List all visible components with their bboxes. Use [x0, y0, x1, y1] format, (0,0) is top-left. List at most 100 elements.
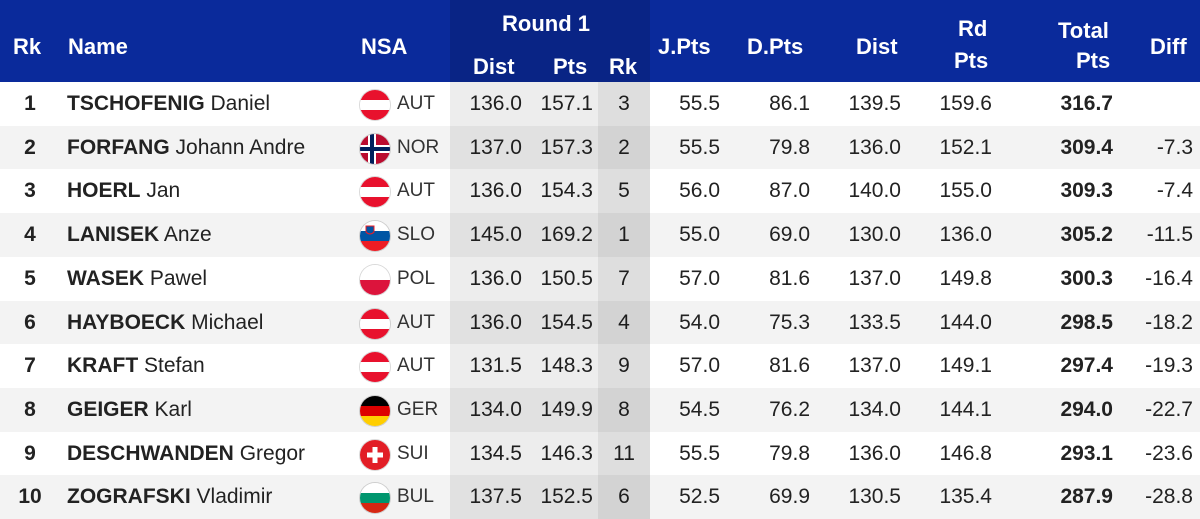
- diff-cell: -7.3: [1156, 135, 1193, 159]
- table-row[interactable]: 5 WASEK Pawel POL 136.0 150.5 7 57.0 81.6 137.0 1…: [0, 256, 1200, 301]
- header-dpts[interactable]: D.Pts: [747, 34, 804, 59]
- round1-pts-cell: 150.5: [540, 266, 593, 290]
- round1-dist-cell: 134.0: [469, 397, 522, 421]
- header-jpts[interactable]: J.Pts: [658, 34, 711, 59]
- athlete-name[interactable]: KRAFT Stefan: [67, 344, 205, 388]
- nsa-code: AUT: [397, 93, 435, 114]
- jpts-cell: 55.5: [679, 441, 720, 465]
- rank-cell: 1: [24, 92, 36, 115]
- diff-cell: -19.3: [1145, 354, 1193, 378]
- athlete-surname: TSCHOFENIG: [67, 92, 205, 115]
- jpts-cell: 56.0: [679, 179, 720, 203]
- round1-dist-cell: 137.5: [469, 485, 522, 509]
- germany-flag-icon: [360, 395, 390, 426]
- table-row[interactable]: 7 KRAFT Stefan AUT 131.5 148.3 9 57.0 81.6 137.0…: [0, 344, 1200, 388]
- round1-rank-cell: 9: [618, 354, 630, 378]
- header-dist[interactable]: Dist: [856, 34, 898, 59]
- nsa-code: BUL: [397, 486, 434, 508]
- header-nsa[interactable]: NSA: [361, 34, 408, 59]
- athlete-name[interactable]: ZOGRAFSKI Vladimir: [67, 475, 272, 519]
- header-diff[interactable]: Diff: [1150, 34, 1187, 59]
- header-rank[interactable]: Rk: [13, 34, 42, 59]
- round1-pts-cell: 154.3: [540, 179, 593, 203]
- header-total-line2[interactable]: Pts: [1076, 48, 1111, 73]
- nsa-code: SLO: [397, 224, 436, 246]
- rdpts-cell: 144.1: [939, 397, 992, 421]
- athlete-name[interactable]: LANISEK Anze: [67, 213, 212, 257]
- table-row[interactable]: 1 TSCHOFENIG Daniel AUT 136.0 157.1 3 55.5 86.1…: [0, 82, 1200, 126]
- athlete-name[interactable]: HOERL Jan: [67, 169, 180, 213]
- athlete-name[interactable]: FORFANG Johann Andre: [67, 126, 305, 170]
- total-cell: 298.5: [1060, 310, 1113, 334]
- total-cell: 293.1: [1060, 441, 1113, 465]
- rank-cell: 3: [24, 179, 36, 203]
- athlete-name[interactable]: WASEK Pawel: [67, 257, 207, 301]
- round1-rank-cell: 11: [613, 441, 635, 465]
- round1-header-band: [450, 0, 650, 82]
- rdpts-cell: 149.1: [939, 354, 992, 378]
- table-row[interactable]: 4 LANISEK Anze SLO 145.0 169.2 1 55.0 69.0 130.0…: [0, 213, 1200, 257]
- bulgaria-flag-icon: [360, 483, 390, 514]
- header-rdpts-line1[interactable]: Rd: [958, 16, 988, 41]
- round1-rank-cell: 4: [618, 310, 630, 334]
- round1-dist-cell: 136.0: [469, 266, 522, 290]
- round1-rank-cell: 7: [618, 266, 630, 290]
- jpts-cell: 57.0: [679, 354, 720, 378]
- diff-cell: -22.7: [1145, 397, 1193, 421]
- athlete-name[interactable]: DESCHWANDEN Gregor: [67, 432, 305, 476]
- diff-cell: -28.8: [1145, 485, 1193, 509]
- table-row[interactable]: 8 GEIGER Karl GER 134.0 149.9 8 54.5 76.2 134.0 1…: [0, 387, 1200, 432]
- table-row[interactable]: 6 HAYBOECK Michael AUT 136.0 154.5 4 54.0 75.3 1…: [0, 300, 1200, 345]
- athlete-given-name: Vladimir: [196, 485, 273, 509]
- slovenia-flag-icon: [360, 221, 390, 252]
- header-round1-dist[interactable]: Dist: [473, 54, 515, 79]
- header-rdpts-line2[interactable]: Pts: [954, 48, 989, 73]
- diff-cell: -18.2: [1145, 310, 1193, 334]
- rdpts-cell: 155.0: [939, 179, 992, 203]
- rdpts-cell: 144.0: [939, 310, 992, 334]
- table-row[interactable]: 3 HOERL Jan AUT 136.0 154.3 5 56.0 87.0 140.0 155…: [0, 169, 1200, 214]
- nsa-code: AUT: [397, 311, 435, 333]
- switzerland-flag-icon: [360, 439, 390, 470]
- nsa-code: SUI: [397, 442, 429, 464]
- austria-flag-icon: [360, 177, 390, 208]
- diff-cell: -11.5: [1146, 223, 1193, 247]
- athlete-name[interactable]: HAYBOECK Michael: [67, 301, 263, 345]
- rank-cell: 10: [18, 485, 42, 509]
- total-cell: 316.7: [1060, 92, 1113, 115]
- diff-cell: -7.4: [1156, 179, 1193, 203]
- header-total-line1[interactable]: Total: [1058, 18, 1109, 43]
- table-row[interactable]: 9 DESCHWANDEN Gregor SUI 134.5 146.3 11 55.5 79…: [0, 431, 1200, 476]
- dist-cell: 139.5: [848, 92, 901, 115]
- dist-cell: 136.0: [848, 441, 901, 465]
- athlete-name[interactable]: TSCHOFENIG Daniel: [67, 82, 270, 126]
- table-row[interactable]: 10 ZOGRAFSKI Vladimir BUL 137.5 152.5 6 52.5 69…: [0, 475, 1200, 519]
- jpts-cell: 55.5: [679, 135, 720, 159]
- header-round1-pts[interactable]: Pts: [553, 54, 588, 79]
- diff-cell: -16.4: [1145, 266, 1193, 290]
- nsa-code: GER: [397, 398, 439, 420]
- athlete-surname: KRAFT: [67, 354, 139, 378]
- round1-dist-cell: 145.0: [469, 223, 522, 247]
- dist-cell: 140.0: [848, 179, 901, 203]
- jpts-cell: 54.0: [679, 310, 720, 334]
- athlete-name[interactable]: GEIGER Karl: [67, 388, 192, 432]
- header-round1-rk[interactable]: Rk: [609, 54, 638, 79]
- rank-cell: 4: [24, 223, 36, 247]
- round1-dist-cell: 134.5: [469, 441, 522, 465]
- rdpts-cell: 149.8: [939, 266, 992, 290]
- rank-cell: 8: [24, 397, 36, 421]
- round1-pts-cell: 157.3: [540, 135, 593, 159]
- nsa-code: POL: [397, 267, 436, 289]
- round1-pts-cell: 148.3: [540, 354, 593, 378]
- table-row[interactable]: 2 FORFANG Johann Andre NOR 137.0 157.3 2 55.5 7…: [0, 125, 1200, 170]
- diff-cell: -23.6: [1145, 441, 1193, 465]
- dist-cell: 136.0: [848, 135, 901, 159]
- round1-rank-cell: 5: [618, 179, 630, 203]
- athlete-given-name: Pawel: [149, 266, 208, 290]
- rdpts-cell: 146.8: [939, 441, 992, 465]
- round1-rank-cell: 8: [618, 397, 630, 421]
- header-name[interactable]: Name: [68, 34, 128, 59]
- round1-dist-cell: 131.5: [469, 354, 522, 378]
